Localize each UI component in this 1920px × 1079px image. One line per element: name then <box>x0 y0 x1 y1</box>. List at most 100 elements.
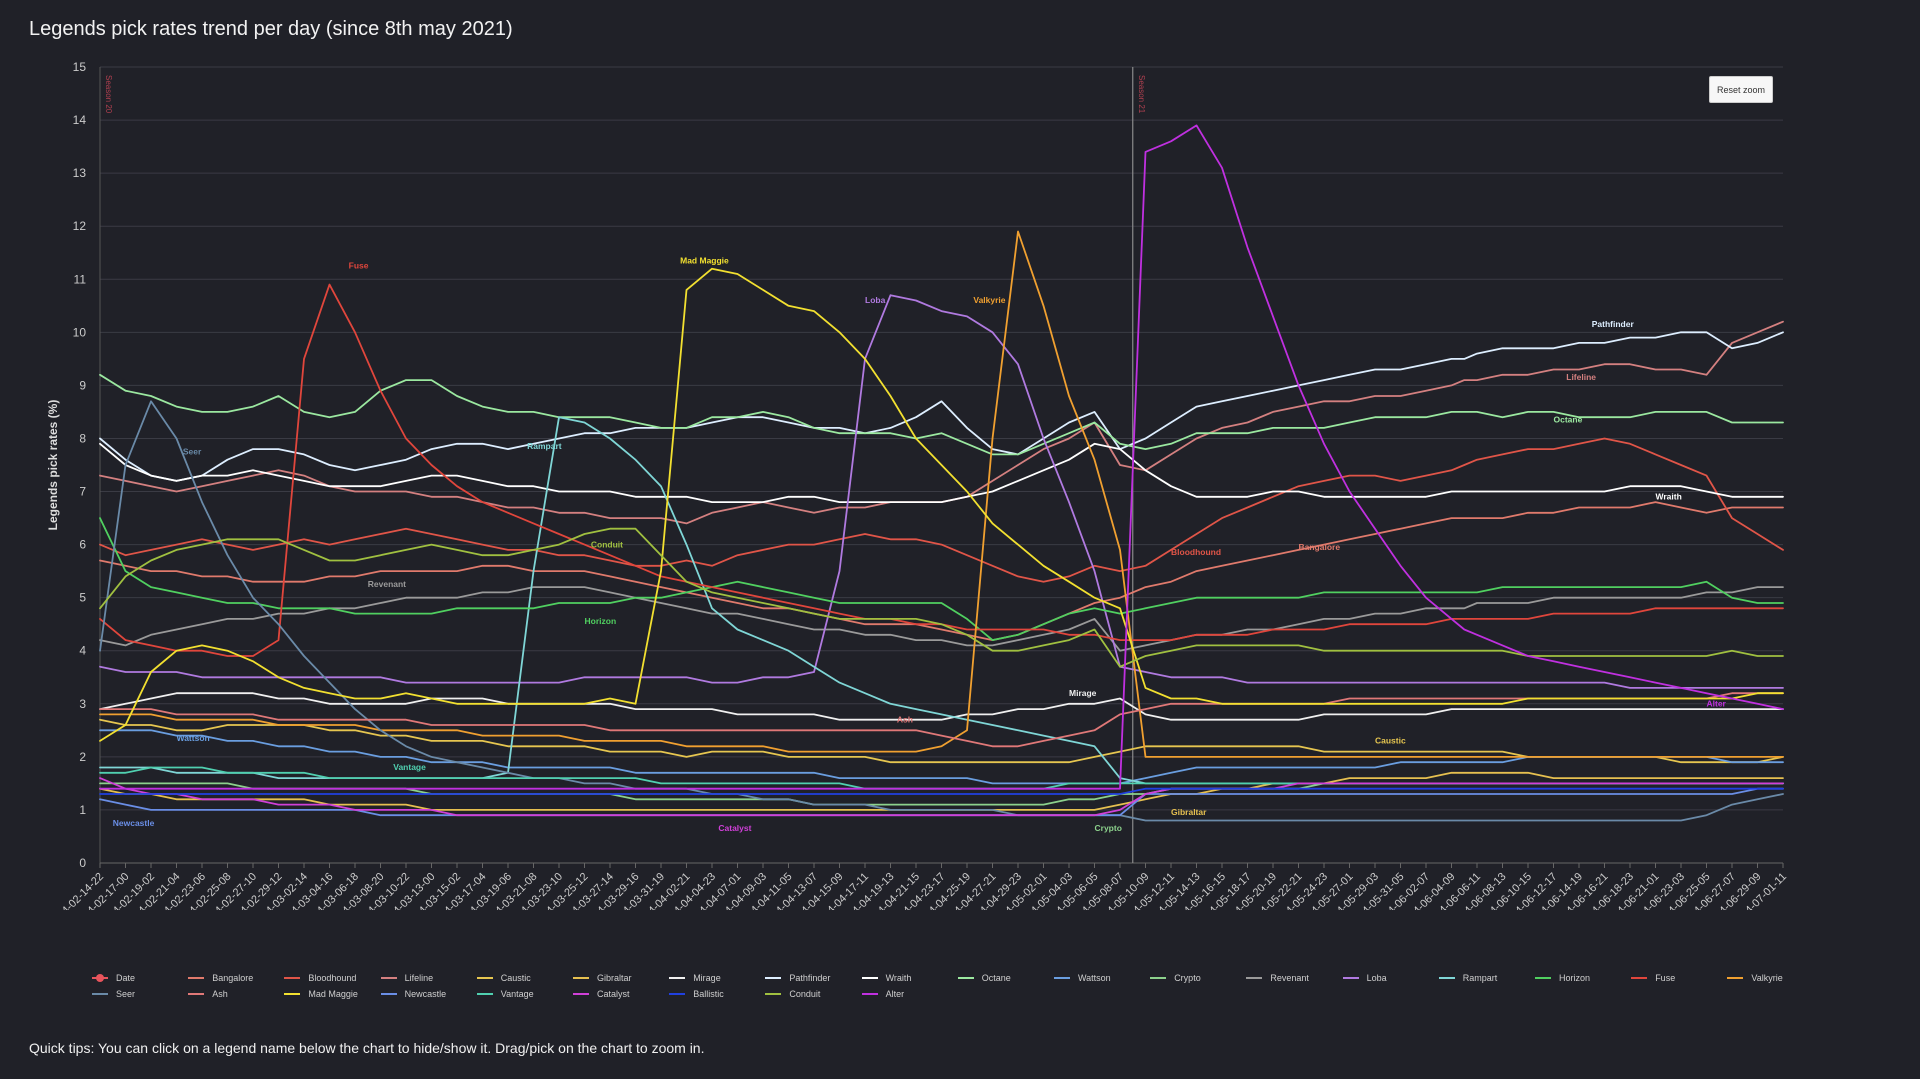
series-label-bangalore: Bangalore <box>1299 542 1341 552</box>
legend-label: Mad Maggie <box>308 988 358 999</box>
y-tick-label: 1 <box>79 803 86 817</box>
series-line-pathfinder[interactable] <box>99 331 1784 482</box>
series-label-revenant: Revenant <box>368 579 406 589</box>
legend-item-octane[interactable]: Octane <box>957 970 1011 985</box>
series-label-pathfinder: Pathfinder <box>1592 319 1635 329</box>
y-tick-label: 15 <box>73 60 87 74</box>
legend-label: Fuse <box>1655 972 1676 983</box>
legend-item-catalyst[interactable]: Catalyst <box>573 986 630 1001</box>
legend-item-date[interactable]: Date <box>92 970 135 985</box>
legend-swatch <box>188 976 205 979</box>
legend-item-wattson[interactable]: Wattson <box>1054 970 1111 985</box>
y-tick-label: 7 <box>79 485 86 499</box>
legend-item-revenant[interactable]: Revenant <box>1246 970 1309 985</box>
legend-swatch <box>957 976 974 979</box>
legend-item-caustic[interactable]: Caustic <box>476 970 531 985</box>
series-line-wattson[interactable] <box>99 729 1784 785</box>
series-line-octane[interactable] <box>99 373 1784 456</box>
reset-zoom-button[interactable]: Reset zoom <box>1709 76 1773 103</box>
legend-swatch <box>765 992 782 995</box>
series-layer[interactable] <box>99 124 1784 822</box>
legend-item-bangalore[interactable]: Bangalore <box>188 970 253 985</box>
series-line-bloodhound[interactable] <box>99 437 1784 583</box>
legend-item-wraith[interactable]: Wraith <box>861 970 912 985</box>
legend-item-fuse[interactable]: Fuse <box>1631 970 1675 985</box>
quick-tips-text: Quick tips: You can click on a legend na… <box>29 1040 705 1056</box>
series-line-lifeline[interactable] <box>99 320 1784 525</box>
legend-item-loba[interactable]: Loba <box>1342 970 1387 985</box>
legend-swatch <box>476 992 493 995</box>
chart-area[interactable]: 0 1 2 3 4 5 6 7 8 9 10 11 12 13 14 15 Legends pick rates… <box>0 50 1920 1010</box>
series-line-horizon[interactable] <box>99 517 1784 641</box>
legend-label: Valkyrie <box>1751 972 1783 983</box>
legend-swatch <box>284 976 301 979</box>
series-line-catalyst[interactable] <box>99 777 1784 817</box>
legend-swatch <box>380 976 397 979</box>
legend-label: Alter <box>885 988 905 999</box>
series-label-rampart: Rampart <box>527 441 562 451</box>
series-label-lifeline: Lifeline <box>1566 372 1596 382</box>
legend-item-valkyrie[interactable]: Valkyrie <box>1727 970 1783 985</box>
series-label-gibraltar: Gibraltar <box>1171 807 1207 817</box>
series-label-wraith: Wraith <box>1656 491 1682 501</box>
legend-label: Wraith <box>885 972 912 983</box>
legend-label: Date <box>116 972 136 983</box>
series-line-mad-maggie[interactable] <box>99 267 1784 742</box>
legend-label: Horizon <box>1559 972 1591 983</box>
series-line-ballistic[interactable] <box>99 787 1784 795</box>
series-line-wraith[interactable] <box>99 442 1784 504</box>
series-line-seer[interactable] <box>99 400 1784 822</box>
legend-swatch <box>1150 976 1167 979</box>
y-tick-label: 12 <box>73 219 87 233</box>
legend-item-crypto[interactable]: Crypto <box>1150 970 1201 985</box>
legend-item-conduit[interactable]: Conduit <box>765 986 820 1001</box>
series-line-ash[interactable] <box>99 692 1784 748</box>
series-line-fuse[interactable] <box>99 283 1784 657</box>
legend-row: Seer Ash Mad Maggie Newcastle Vantage Catalys… <box>92 986 1822 1002</box>
series-label-catalyst: Catalyst <box>718 823 751 833</box>
series-line-rampart[interactable] <box>99 416 1784 785</box>
series-label-fuse: Fuse <box>349 261 369 271</box>
series-label-octane: Octane <box>1554 415 1583 425</box>
legend-item-alter[interactable]: Alter <box>861 986 905 1001</box>
series-line-revenant[interactable] <box>99 586 1784 652</box>
legend-item-pathfinder[interactable]: Pathfinder <box>765 970 830 985</box>
legend-item-gibraltar[interactable]: Gibraltar <box>573 970 632 985</box>
season-marker-label: Season 21 <box>1137 75 1146 114</box>
series-line-bangalore[interactable] <box>99 501 1784 641</box>
series-line-caustic[interactable] <box>99 718 1784 764</box>
y-tick-label: 8 <box>79 431 86 445</box>
legend-label: Loba <box>1366 972 1387 983</box>
legend-label: Seer <box>116 988 136 999</box>
legend-item-newcastle[interactable]: Newcastle <box>380 986 446 1001</box>
legend-label: Bloodhound <box>308 972 357 983</box>
legend-swatch <box>476 976 493 979</box>
legend-item-ballistic[interactable]: Ballistic <box>669 986 724 1001</box>
legend-item-ash[interactable]: Ash <box>188 986 228 1001</box>
legend-item-rampart[interactable]: Rampart <box>1438 970 1497 985</box>
legend-item-vantage[interactable]: Vantage <box>476 986 534 1001</box>
legend-swatch <box>380 992 397 995</box>
series-line-newcastle[interactable] <box>99 787 1784 817</box>
legend-label: Vantage <box>500 988 534 999</box>
legend-swatch <box>1727 976 1744 979</box>
series-line-conduit[interactable] <box>99 527 1784 668</box>
series-label-bloodhound: Bloodhound <box>1171 547 1221 557</box>
chart-legend[interactable]: Date Bangalore Bloodhound Lifeline Caustic Gi… <box>92 970 1822 1002</box>
legend-item-mirage[interactable]: Mirage <box>669 970 721 985</box>
y-tick-label: 9 <box>79 378 86 392</box>
legend-item-lifeline[interactable]: Lifeline <box>380 970 433 985</box>
legend-swatch <box>1246 976 1263 979</box>
legend-swatch <box>92 973 108 982</box>
legend-item-horizon[interactable]: Horizon <box>1535 970 1590 985</box>
legend-item-seer[interactable]: Seer <box>92 986 135 1001</box>
legend-swatch <box>573 992 589 995</box>
series-label-alter: Alter <box>1707 698 1727 708</box>
series-label-mad-maggie: Mad Maggie <box>680 255 729 265</box>
legend-item-mad-maggie[interactable]: Mad Maggie <box>284 986 358 1001</box>
series-line-alter[interactable] <box>99 124 1784 790</box>
legend-swatch <box>188 992 205 995</box>
series-line-loba[interactable] <box>99 294 1784 689</box>
legend-item-bloodhound[interactable]: Bloodhound <box>284 970 356 985</box>
